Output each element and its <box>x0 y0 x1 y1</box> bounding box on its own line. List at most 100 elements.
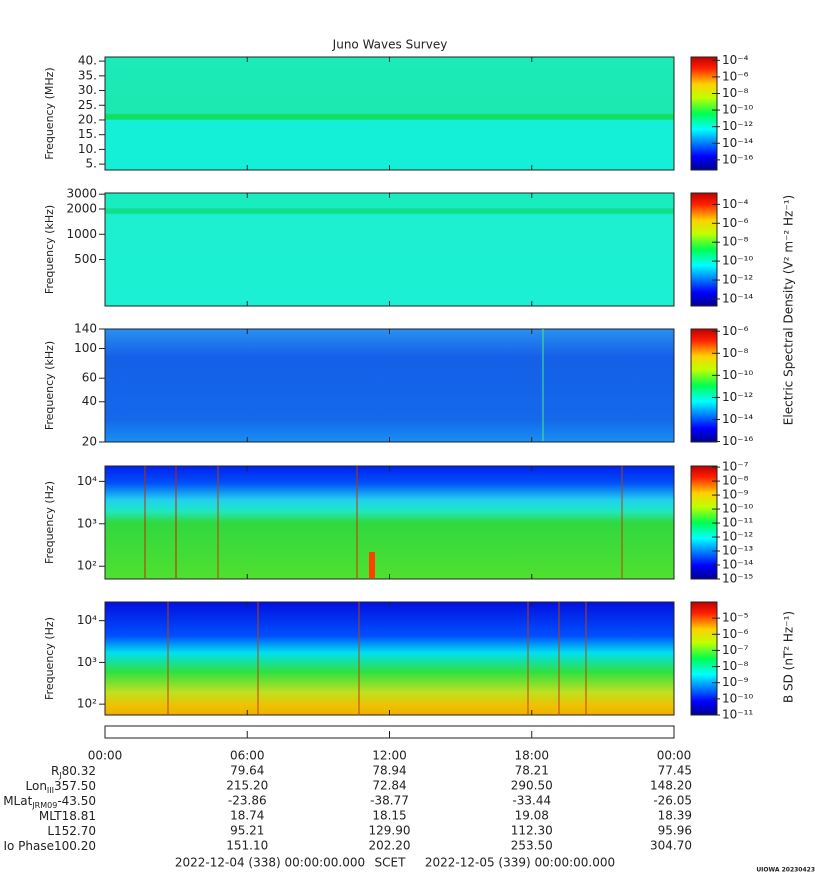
spikes <box>144 329 623 714</box>
colorbar-tick-label: 10⁻¹³ <box>722 544 753 558</box>
colorbar-tick-label: 10⁻⁶ <box>722 627 749 641</box>
colorbar-tick-label: 10⁻⁷ <box>722 643 749 657</box>
y-tick-label: 10. <box>78 142 97 156</box>
colorbar-tick-label: 10⁻¹¹ <box>722 516 753 530</box>
colorbar-tick-label: 10⁻¹⁶ <box>722 152 753 166</box>
colorbar-tick-label: 10⁻⁸ <box>722 659 749 673</box>
ephemeris-value: 18.74 <box>230 809 264 823</box>
y-tick-label: 60 <box>82 371 97 385</box>
y-tick-label: 15. <box>78 127 97 141</box>
ephemeris-value: -26.05 <box>653 794 692 808</box>
ephemeris-value: -33.44 <box>512 794 551 808</box>
colorbar-tick-label: 10⁻¹⁴ <box>722 291 753 305</box>
colorbar-tick-label: 10⁻⁴ <box>722 197 749 211</box>
ephemeris-value: 152.70 <box>54 824 96 838</box>
ephemeris-value: 129.90 <box>369 824 411 838</box>
y-tick-label: 20. <box>78 112 97 126</box>
row-label-sub: III <box>47 786 54 795</box>
row-label: MLT <box>39 809 62 823</box>
colorbar-tick-label: 10⁻¹⁶ <box>722 434 753 448</box>
ephemeris-value: 72.84 <box>372 779 406 793</box>
ephemeris-value: 79.64 <box>230 764 264 778</box>
y-tick-label: 20 <box>82 435 97 449</box>
colorbar-tick-label: 10⁻⁸ <box>722 474 749 488</box>
colorbar-tick-label: 10⁻¹² <box>722 530 753 544</box>
colorbar-tick-label: 10⁻⁶ <box>722 324 749 338</box>
row-label: Io Phase <box>3 839 54 853</box>
ephemeris-value: -23.86 <box>228 794 267 808</box>
ephemeris-value: 18.81 <box>62 809 96 823</box>
ephemeris-row: Io Phase100.20 <box>3 839 96 853</box>
y-tick-label: 100 <box>74 341 97 355</box>
y-tick-label: 3000 <box>66 187 97 201</box>
y-tick-label: 10² <box>77 697 97 711</box>
y-axis-label: Frequency (Hz) <box>43 617 56 700</box>
y-axis-label: Frequency (Hz) <box>43 481 56 564</box>
y-tick-label: 35. <box>78 68 97 82</box>
row-label: MLat <box>3 794 32 808</box>
colorbar-tick-label: 10⁻¹² <box>722 390 753 404</box>
x-tick-label: 12:00 <box>372 749 407 763</box>
footer-end: 2022-12-05 (339) 00:00:00.000 <box>425 856 615 870</box>
footer-center: SCET <box>375 856 407 870</box>
y-tick-label: 10⁴ <box>77 474 97 488</box>
colorbar-label: B SD (nT² Hz⁻¹) <box>782 611 796 703</box>
colorbar-tick-label: 10⁻¹⁰ <box>722 254 753 268</box>
y-tick-label: 40 <box>82 394 97 408</box>
ephemeris-value: 290.50 <box>511 779 553 793</box>
y-axis-label: Frequency (kHz) <box>43 341 56 430</box>
ephemeris-value: 202.20 <box>369 839 411 853</box>
ephemeris-value: 78.21 <box>515 764 549 778</box>
ephemeris-value: -43.50 <box>57 794 96 808</box>
colorbar-tick-label: 10⁻¹⁰ <box>722 368 753 382</box>
y-tick-label: 10² <box>77 559 97 573</box>
ephemeris-row: L152.70 <box>47 824 96 838</box>
footer-start: 2022-12-04 (338) 00:00:00.000 <box>175 856 365 870</box>
y-tick-label: 5. <box>86 157 97 171</box>
colorbar-tick-label: 10⁻¹⁰ <box>722 103 753 117</box>
y-tick-label: 140 <box>74 322 97 336</box>
y-tick-label: 30. <box>78 83 97 97</box>
y-tick-label: 1000 <box>66 227 97 241</box>
ephemeris-row: MLT18.81 <box>39 809 96 823</box>
ephemeris-value: 253.50 <box>511 839 553 853</box>
ephemeris-value: -38.77 <box>370 794 409 808</box>
colorbar-tick-label: 10⁻⁷ <box>722 460 749 474</box>
colorbar-tick-label: 10⁻¹² <box>722 273 753 287</box>
ephemeris-value: 78.94 <box>372 764 406 778</box>
ephemeris-value: 112.30 <box>511 824 553 838</box>
colorbar-tick-label: 10⁻¹⁴ <box>722 136 753 150</box>
ephemeris-value: 95.96 <box>658 824 692 838</box>
colorbar-tick-label: 10⁻⁵ <box>722 611 749 625</box>
spectrogram <box>105 602 674 715</box>
row-label-sub: J <box>58 771 61 780</box>
colorbar-tick-label: 10⁻¹⁰ <box>722 502 753 516</box>
ephemeris-value: 77.45 <box>658 764 692 778</box>
y-tick-label: 500 <box>74 252 97 266</box>
colorbar <box>690 192 718 307</box>
row-label-sub: JRM09 <box>31 801 57 810</box>
ephemeris-value: 304.70 <box>650 839 692 853</box>
row-label: Lon <box>26 779 47 793</box>
x-tick-label: 06:00 <box>230 749 265 763</box>
colorbar <box>690 465 718 580</box>
ephemeris-value: 215.20 <box>226 779 268 793</box>
spectrogram <box>105 329 674 442</box>
ephemeris-value: 80.32 <box>62 764 96 778</box>
credit: UIOWA 20230423 <box>756 867 815 874</box>
x-tick-label: 18:00 <box>514 749 549 763</box>
ephemeris-value: 148.20 <box>650 779 692 793</box>
colorbar-label: Electric Spectral Density (V² m⁻² Hz⁻¹) <box>782 195 796 425</box>
ephemeris-row: LonIII357.50 <box>26 779 97 795</box>
row-label: L <box>47 824 54 838</box>
y-tick-label: 2000 <box>66 201 97 215</box>
colorbar-tick-label: 10⁻¹⁴ <box>722 558 753 572</box>
y-tick-label: 10⁴ <box>77 613 97 627</box>
y-tick-label: 10³ <box>77 655 97 669</box>
title: Juno Waves Survey <box>332 38 448 52</box>
colorbar <box>690 601 718 716</box>
colorbar <box>690 328 718 443</box>
ephemeris-row: MLatJRM09-43.50 <box>3 794 96 810</box>
colorbar-tick-label: 10⁻⁶ <box>722 216 749 230</box>
y-tick-label: 10³ <box>77 516 97 530</box>
